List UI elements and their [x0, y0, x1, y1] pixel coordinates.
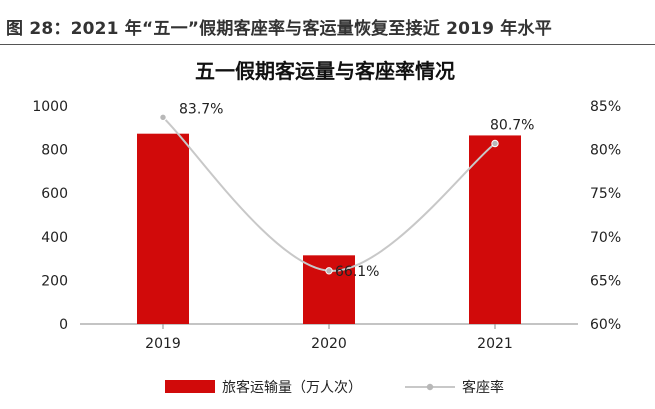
line-point: [491, 139, 499, 148]
bar-series: [137, 133, 521, 324]
line-data-label: 66.1%: [335, 264, 379, 280]
chart-title: 五一假期客运量与客座率情况: [195, 59, 455, 83]
bar: [469, 135, 521, 324]
legend-line-label: 客座率: [462, 379, 504, 396]
line-data-label: 83.7%: [179, 101, 223, 117]
legend: 旅客运输量（万人次） 客座率: [165, 379, 504, 396]
bar: [137, 133, 189, 324]
line-data-label: 80.7%: [490, 117, 534, 133]
figure-caption: 图 28：2021 年“五一”假期客座率与客运量恢复至接近 2019 年水平: [6, 19, 552, 39]
line-point: [159, 113, 167, 122]
y-left-tick-label: 400: [41, 230, 68, 246]
y-right-tick-label: 75%: [590, 186, 621, 202]
x-tick-label: 2019: [145, 336, 181, 352]
legend-bar-swatch: [165, 380, 215, 393]
y-left-tick-label: 800: [41, 143, 68, 159]
legend-bar-label: 旅客运输量（万人次）: [222, 379, 362, 396]
legend-line-marker: [426, 383, 434, 391]
y-right-tick-label: 60%: [590, 317, 621, 333]
y-right-tick-label: 80%: [590, 143, 621, 159]
line-series: 83.7% 66.1% 80.7%: [159, 101, 534, 280]
y-left-tick-label: 200: [41, 273, 68, 289]
axes: 0 200 400 600 800 1000 60% 65% 70% 75% 80% 85% 2019 2…: [32, 99, 621, 352]
y-left-tick-label: 0: [59, 317, 68, 333]
y-right-tick-label: 85%: [590, 99, 621, 115]
y-left-tick-label: 600: [41, 186, 68, 202]
y-right-tick-label: 70%: [590, 230, 621, 246]
occupancy-line: [162, 116, 496, 272]
y-left-tick-label: 1000: [32, 99, 68, 115]
figure-header: 图 28：2021 年“五一”假期客座率与客运量恢复至接近 2019 年水平: [0, 0, 655, 45]
y-right-tick-label: 65%: [590, 273, 621, 289]
line-point: [325, 267, 333, 275]
x-tick-label: 2021: [477, 336, 513, 352]
x-tick-label: 2020: [311, 336, 347, 352]
